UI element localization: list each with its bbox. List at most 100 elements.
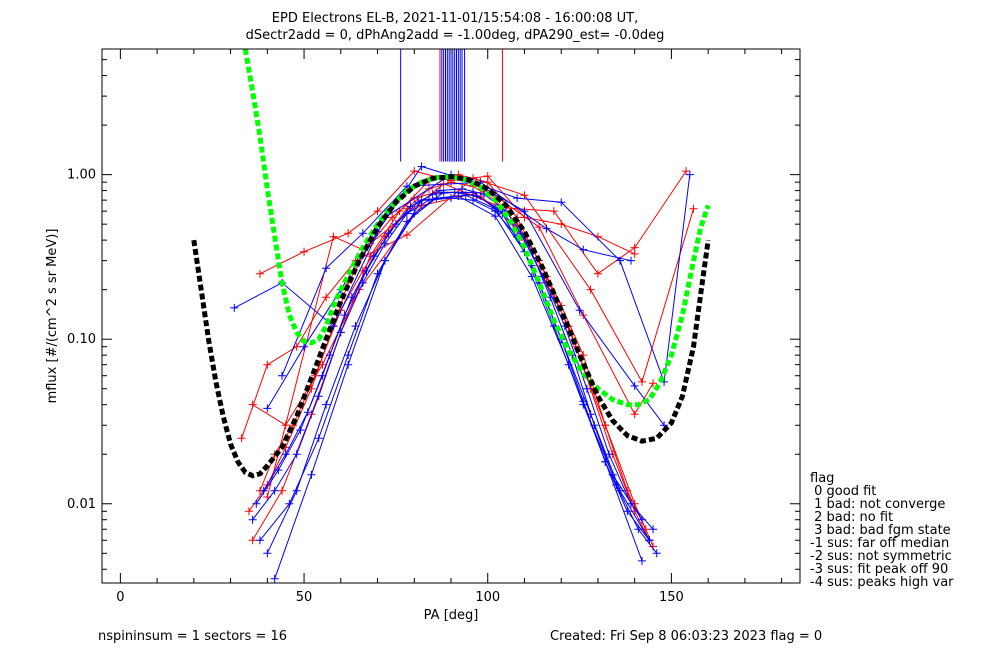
x-tick-label-0: 0 — [116, 590, 124, 605]
legend-entry-4: -1 sus: far off median — [810, 536, 949, 551]
series-7-point-0 — [248, 515, 257, 524]
series-11-point-13 — [645, 536, 654, 545]
series-9-point-9 — [458, 184, 467, 193]
series-9-point-5 — [369, 252, 378, 261]
series-4-point-3 — [322, 293, 331, 302]
legend-entry-1: 1 bad: not converge — [810, 497, 945, 512]
series-15-point-5 — [542, 224, 551, 233]
chart-subtitle: dSectr2add = 0, dPhAng2add = -1.00deg, d… — [246, 28, 665, 43]
series-3-point-0 — [255, 269, 264, 278]
series-7-point-1 — [270, 486, 279, 495]
x-axis-label: PA [deg] — [424, 608, 479, 623]
series-9-point-3 — [325, 351, 334, 360]
series-5-point-2 — [318, 360, 327, 369]
series-14-point-0 — [263, 404, 272, 413]
series-8-point-0 — [252, 499, 261, 508]
series-2-point-1 — [278, 486, 287, 495]
series-11-point-1 — [292, 486, 301, 495]
series-10-point-13 — [638, 515, 647, 524]
series-6-point-6 — [593, 269, 602, 278]
series-11-point-7 — [469, 188, 478, 197]
series-4-point-10 — [689, 204, 698, 213]
x-tick-label-3: 150 — [659, 590, 684, 605]
series-14-point-8 — [630, 381, 639, 390]
series-9-point-17 — [634, 525, 643, 534]
series-7-point-3 — [314, 392, 323, 401]
series-15-point-2 — [358, 229, 367, 238]
series-5-point-8 — [630, 410, 639, 419]
series-4-point-0 — [237, 434, 246, 443]
series-8-point-10 — [472, 192, 481, 201]
series-7-point-9 — [447, 194, 455, 203]
series-12-point-6 — [491, 212, 500, 221]
series-14-point-1 — [300, 342, 309, 351]
series-12-point-2 — [344, 360, 353, 369]
series-15-point-7 — [627, 256, 636, 265]
series-11-point-5 — [410, 209, 419, 218]
legend-entry-0: 0 good fit — [810, 484, 876, 499]
legend-entry-7: -4 sus: peaks high var — [810, 575, 954, 590]
series-12-point-5 — [454, 192, 463, 201]
series-6-point-7 — [630, 243, 639, 252]
series-line-11 — [266, 191, 650, 554]
series-11-point-6 — [439, 188, 448, 197]
series-11-point-12 — [615, 486, 624, 495]
series-11-point-0 — [263, 549, 272, 558]
chart-title: EPD Electrons EL-B, 2021-11-01/15:54:08 … — [272, 11, 638, 26]
series-11-point-11 — [586, 410, 595, 419]
series-10-point-2 — [314, 434, 323, 443]
series-7-point-2 — [292, 450, 301, 459]
series-8-point-18 — [649, 525, 658, 534]
series-9-point-13 — [546, 293, 555, 302]
series-15-point-0 — [278, 371, 287, 380]
y-tick-label-1: 0.10 — [67, 332, 96, 347]
series-12-point-1 — [307, 470, 316, 479]
series-line-2 — [252, 174, 654, 547]
series-3-point-4 — [410, 167, 419, 176]
series-12-point-0 — [270, 574, 279, 583]
series-8-point-6 — [384, 229, 393, 238]
series-9-point-8 — [435, 186, 444, 195]
legend-entry-5: -2 sus: not symmetric — [810, 549, 952, 564]
series-3-point-3 — [373, 207, 382, 216]
series-10-point-0 — [255, 536, 264, 545]
series-15-point-1 — [322, 264, 331, 273]
series-3-point-6 — [483, 172, 492, 181]
series-12-point-7 — [527, 272, 536, 281]
series-9-point-0 — [259, 486, 268, 495]
series-0-point-0 — [244, 507, 253, 516]
footer-right: Created: Fri Sep 8 06:03:23 2023 flag = … — [550, 629, 822, 644]
y-tick-label-2: 1.00 — [67, 168, 96, 183]
series-6-point-1 — [329, 232, 338, 241]
series-12-point-3 — [380, 256, 389, 265]
series-12-point-8 — [564, 360, 573, 369]
series-11-point-2 — [322, 400, 331, 409]
axes: 0 50 100 150 0.01 0.10 1.00 — [67, 49, 800, 605]
series-line-15 — [281, 181, 632, 376]
series-5-point-6 — [535, 223, 544, 232]
series-14-point-4 — [417, 162, 426, 171]
series-9-point-2 — [303, 408, 312, 417]
series-8-point-2 — [296, 426, 305, 435]
series-12-point-4 — [417, 196, 426, 205]
series-6-point-8 — [682, 167, 691, 176]
series-11-point-3 — [351, 322, 360, 331]
series-8-point-5 — [362, 266, 371, 275]
series-9-point-6 — [391, 220, 400, 229]
series-10-point-3 — [344, 351, 353, 360]
series-12-point-9 — [601, 457, 610, 466]
series-line-14 — [266, 165, 665, 426]
series-3-point-1 — [300, 247, 309, 256]
legend-entry-2: 2 bad: no fit — [810, 510, 893, 525]
series-9-point-4 — [347, 293, 356, 302]
series-3-point-2 — [344, 229, 353, 238]
series-13-point-6 — [557, 198, 566, 207]
y-tick-label-0: 0.01 — [67, 497, 96, 512]
series-4-point-5 — [402, 230, 411, 239]
series-4-point-9 — [638, 377, 647, 386]
series-line-0 — [248, 191, 650, 541]
series-13-point-0 — [230, 303, 239, 312]
series-line-13 — [234, 174, 691, 383]
series-9-point-1 — [281, 450, 290, 459]
series-6-point-5 — [549, 207, 558, 216]
